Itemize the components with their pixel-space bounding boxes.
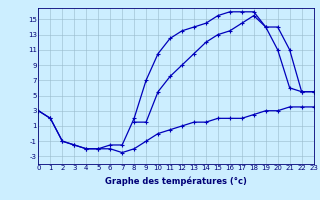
- X-axis label: Graphe des températures (°c): Graphe des températures (°c): [105, 177, 247, 186]
